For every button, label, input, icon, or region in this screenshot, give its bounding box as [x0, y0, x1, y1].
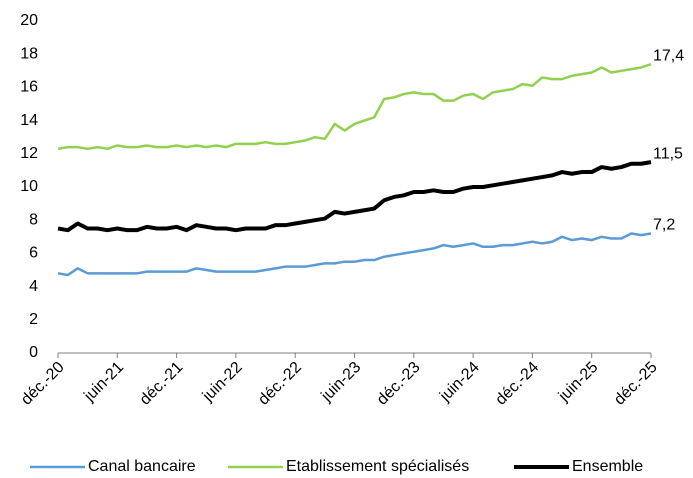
y-tick-label: 8 — [29, 211, 38, 228]
end-label: 17,4 — [653, 47, 684, 64]
series-line — [57, 232, 652, 277]
x-tick-label: juin-25 — [555, 359, 602, 406]
x-tick-label: juin-21 — [80, 359, 127, 406]
y-tick-label: 12 — [20, 145, 38, 162]
y-tick-label: 4 — [29, 278, 38, 295]
end-label: 11,5 — [653, 145, 683, 162]
x-tick-label: déc.-23 — [374, 359, 424, 409]
legend-label: Etablissement spécialisés — [286, 458, 469, 475]
y-tick-label: 10 — [20, 178, 38, 195]
x-tick-label: déc.-25 — [611, 359, 661, 409]
y-tick-label: 6 — [29, 245, 38, 262]
y-tick-label: 2 — [29, 311, 38, 328]
x-tick-label: juin-23 — [318, 359, 365, 406]
x-tick-label: déc.-24 — [492, 359, 542, 409]
x-tick-label: déc.-20 — [18, 359, 68, 409]
y-tick-label: 20 — [20, 12, 38, 29]
legend-label: Ensemble — [572, 458, 643, 475]
end-label: 7,2 — [653, 217, 675, 234]
series-line — [57, 160, 652, 233]
y-tick-label: 14 — [20, 112, 38, 129]
x-tick-label: juin-22 — [199, 359, 246, 406]
y-tick-label: 0 — [29, 344, 38, 361]
x-tick-label: déc.-22 — [255, 359, 305, 409]
x-tick-label: juin-24 — [436, 359, 483, 406]
series-line — [57, 62, 652, 151]
y-tick-label: 18 — [20, 45, 38, 62]
y-tick-label: 16 — [20, 79, 38, 96]
x-tick-label: déc.-21 — [137, 359, 187, 409]
legend-label: Canal bancaire — [88, 458, 196, 475]
